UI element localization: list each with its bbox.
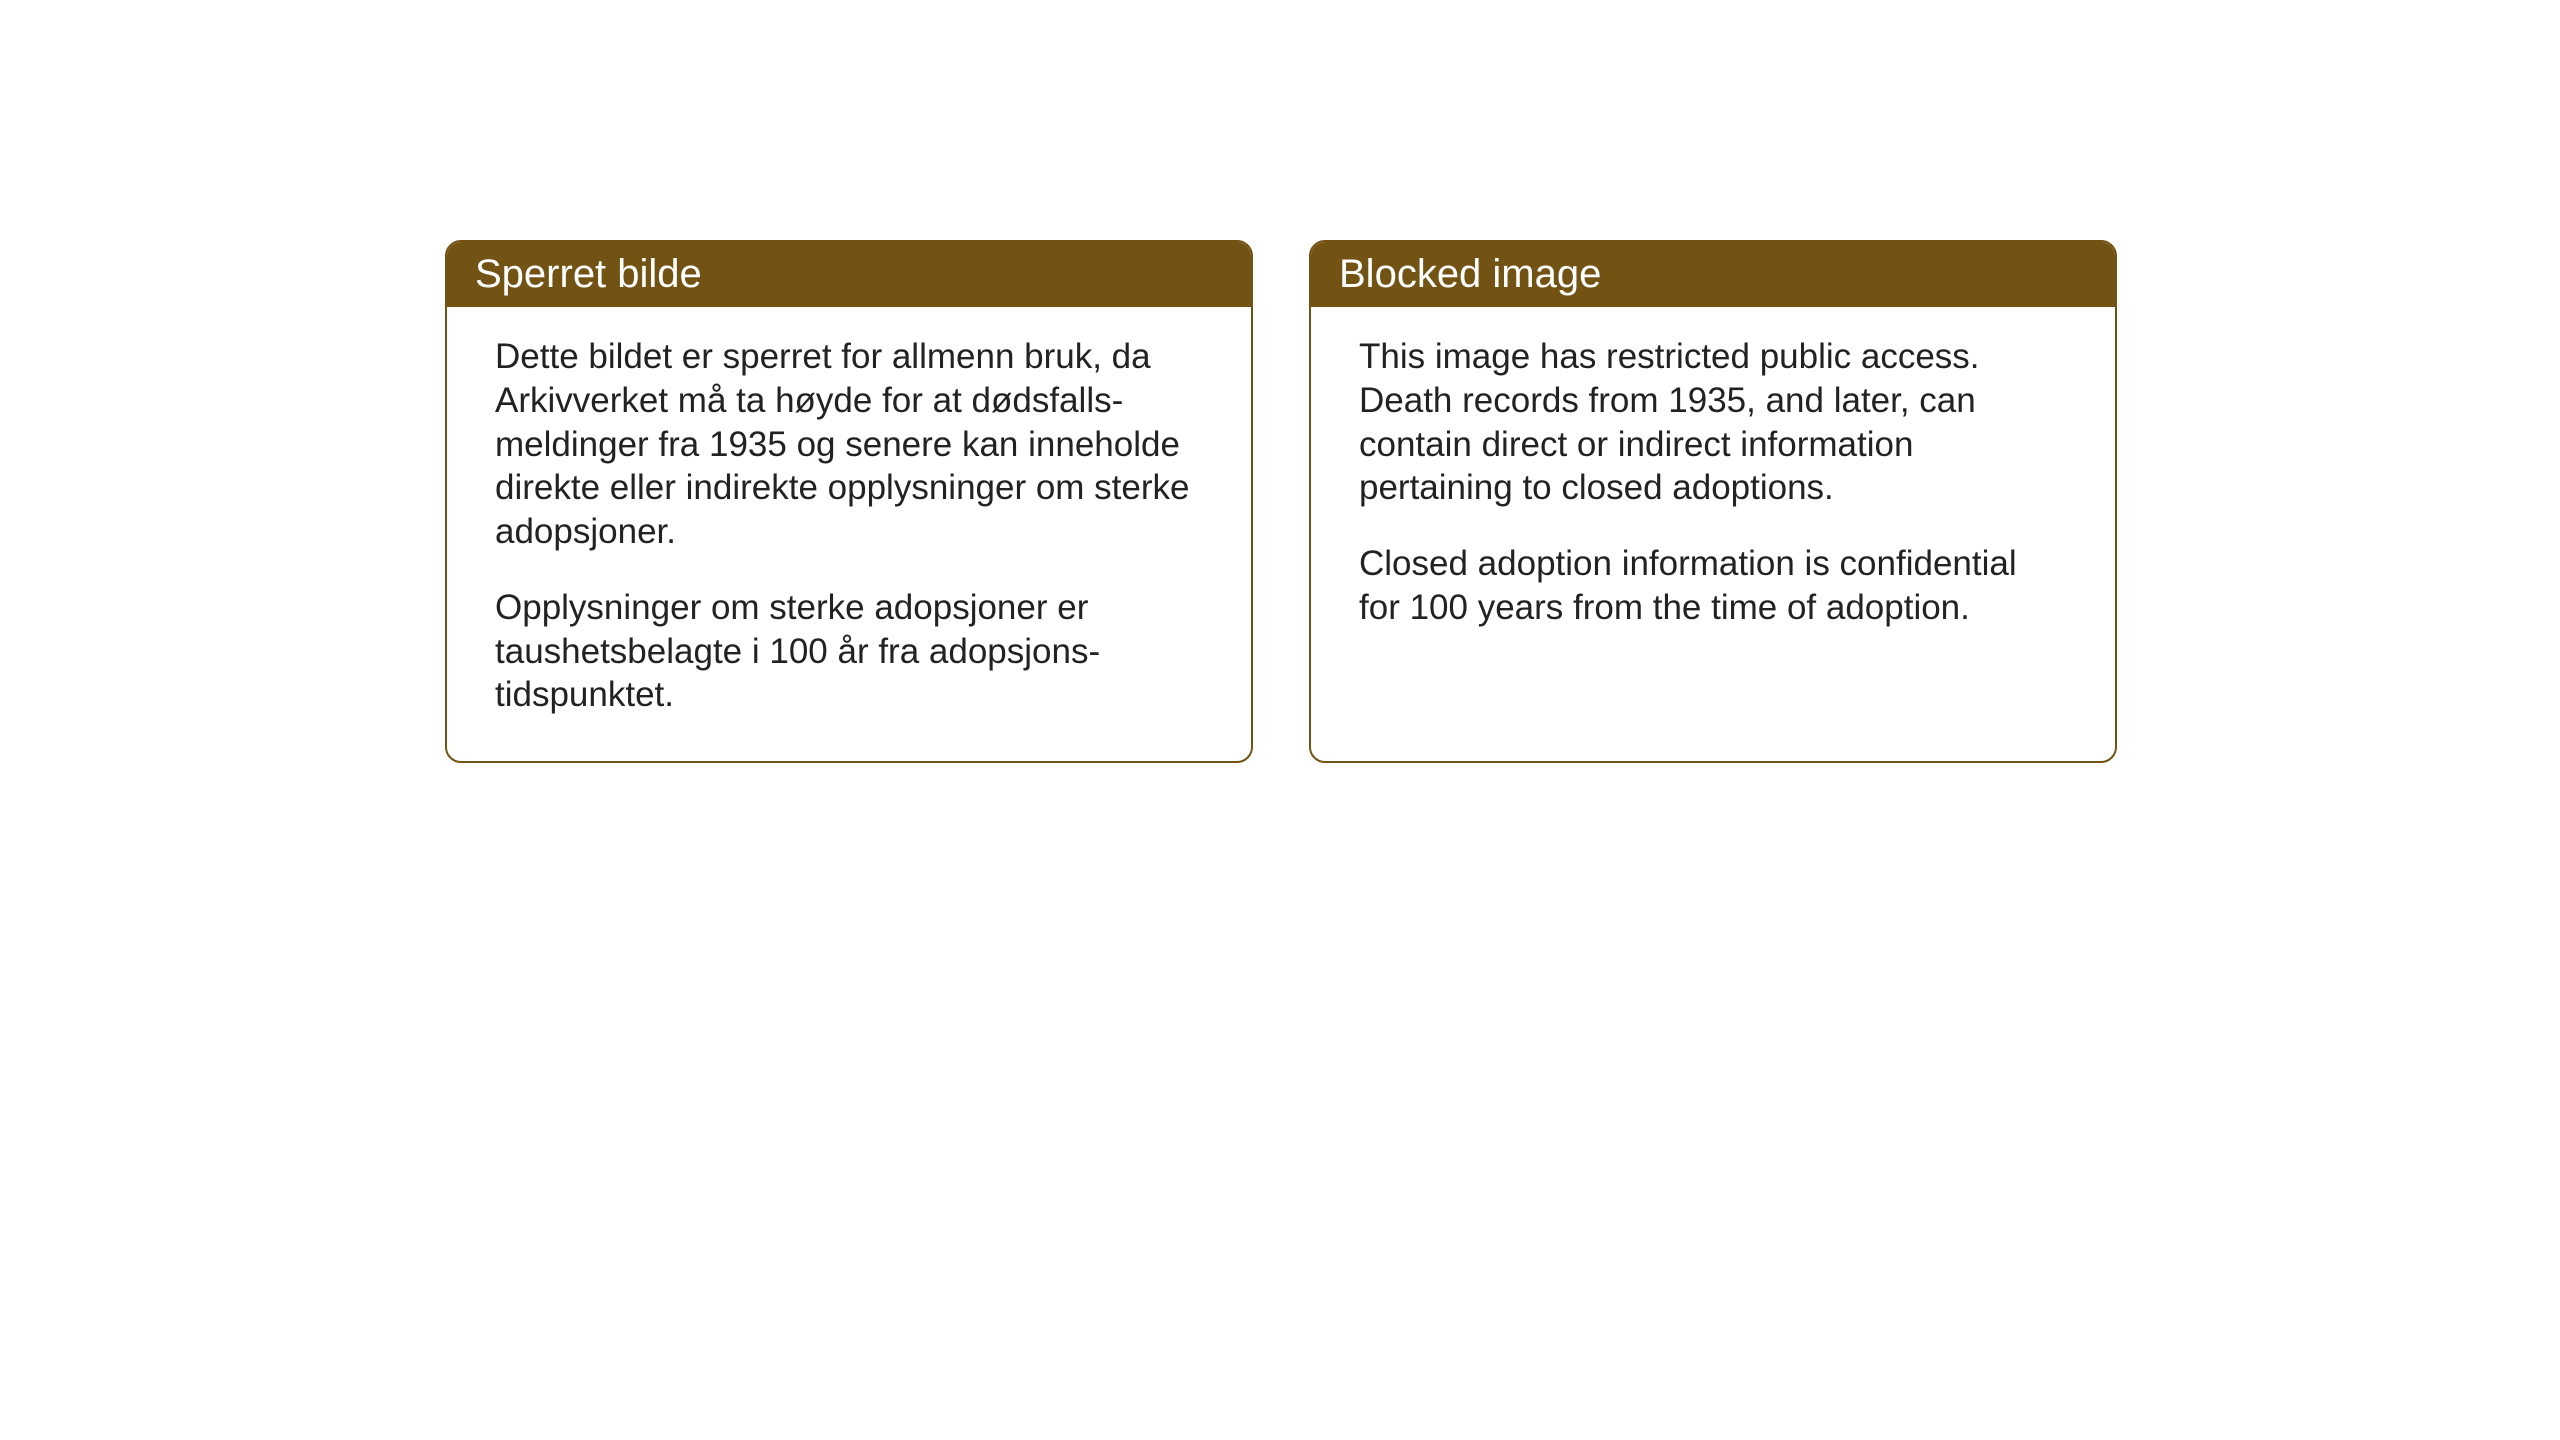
norwegian-card-title: Sperret bilde	[475, 252, 702, 296]
norwegian-card-header: Sperret bilde	[447, 242, 1251, 307]
english-paragraph-1: This image has restricted public access.…	[1359, 335, 2067, 510]
norwegian-paragraph-2: Opplysninger om sterke adopsjoner er tau…	[495, 586, 1203, 717]
english-paragraph-2: Closed adoption information is confident…	[1359, 542, 2067, 630]
english-card-body: This image has restricted public access.…	[1311, 307, 2115, 674]
english-card: Blocked image This image has restricted …	[1309, 240, 2117, 763]
norwegian-card: Sperret bilde Dette bildet er sperret fo…	[445, 240, 1253, 763]
english-card-header: Blocked image	[1311, 242, 2115, 307]
norwegian-card-body: Dette bildet er sperret for allmenn bruk…	[447, 307, 1251, 761]
norwegian-paragraph-1: Dette bildet er sperret for allmenn bruk…	[495, 335, 1203, 554]
english-card-title: Blocked image	[1339, 252, 1601, 296]
cards-container: Sperret bilde Dette bildet er sperret fo…	[445, 240, 2117, 763]
